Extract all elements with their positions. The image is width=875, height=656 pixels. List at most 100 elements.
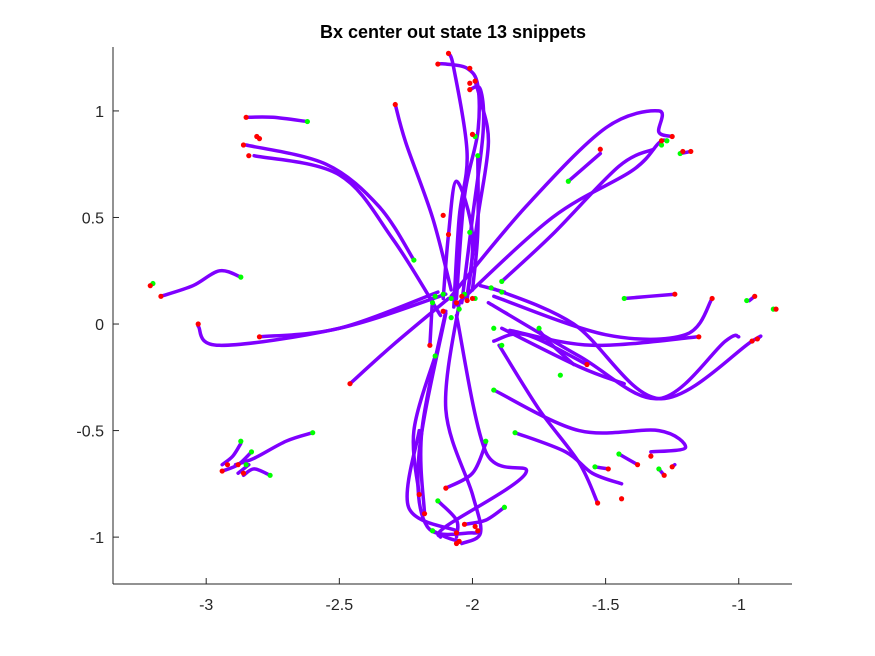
start-point-marker <box>536 325 542 331</box>
y-tick-label: 0.5 <box>82 210 104 227</box>
trajectory-line <box>436 313 529 539</box>
end-point-marker <box>453 530 460 536</box>
trajectory-series <box>148 51 778 546</box>
y-tick-label: 0 <box>95 317 104 334</box>
start-point-marker <box>491 387 497 393</box>
trajectory-line <box>507 328 701 348</box>
end-point-marker <box>347 381 353 387</box>
end-point-marker <box>246 153 252 159</box>
end-point-marker <box>240 142 247 148</box>
x-tick-label: -2.5 <box>326 597 354 614</box>
end-point-marker <box>595 500 601 506</box>
start-point-marker <box>501 504 508 510</box>
end-point-marker <box>467 65 473 71</box>
end-point-marker <box>256 136 263 142</box>
trajectory-line <box>497 343 600 505</box>
end-point-marker <box>467 80 473 86</box>
end-point-marker <box>453 300 460 306</box>
start-point-marker <box>304 118 310 125</box>
start-point-marker <box>432 293 438 299</box>
trajectory-line <box>393 102 453 292</box>
end-point-marker <box>416 491 422 498</box>
start-point-marker <box>238 438 244 444</box>
start-point-marker <box>475 153 481 159</box>
start-point-marker <box>488 285 494 291</box>
end-point-marker <box>773 306 779 312</box>
end-point-marker <box>661 472 667 478</box>
trajectory-line <box>492 294 714 342</box>
trajectory-line <box>443 300 483 546</box>
y-tick-label: -0.5 <box>76 424 104 441</box>
trajectory-line <box>537 328 576 367</box>
x-axis-ticks: -3 -2.5 -2 -1.5 -1 <box>199 578 746 614</box>
trajectory-line <box>348 296 451 386</box>
start-point-marker <box>491 325 497 331</box>
start-point-marker <box>432 353 438 359</box>
trajectory-line <box>405 428 459 533</box>
start-point-marker <box>248 449 255 455</box>
start-point-marker <box>664 138 670 144</box>
end-point-marker <box>256 334 263 340</box>
start-point-marker <box>565 178 571 184</box>
start-point-marker <box>456 306 462 312</box>
trajectory-line <box>241 467 272 478</box>
end-point-marker <box>605 466 611 472</box>
end-point-marker <box>469 295 476 302</box>
end-point-marker <box>195 321 201 327</box>
end-point-marker <box>224 462 231 468</box>
start-point-marker <box>448 315 454 321</box>
trajectory-line <box>486 300 741 401</box>
end-point-marker <box>749 338 755 344</box>
y-tick-label: 1 <box>95 104 104 121</box>
end-point-marker <box>443 485 449 491</box>
end-point-marker <box>696 334 702 340</box>
trajectory-line <box>449 109 674 299</box>
trajectory-markers <box>147 50 779 547</box>
end-point-marker <box>469 131 476 137</box>
start-point-marker <box>440 291 446 297</box>
x-tick-label: -1 <box>732 597 746 614</box>
end-point-marker <box>392 101 398 108</box>
trajectory-line <box>444 441 488 490</box>
end-point-marker <box>240 470 247 476</box>
trajectory-line <box>446 51 469 309</box>
trajectory-line <box>430 528 461 544</box>
trajectory-line <box>617 452 640 467</box>
trajectory-line <box>454 138 669 307</box>
end-point-marker <box>440 308 446 314</box>
end-point-marker <box>472 78 478 84</box>
end-point-marker <box>597 146 603 152</box>
trajectory-line <box>441 179 475 303</box>
trajectory-line <box>244 143 416 262</box>
end-point-marker <box>427 342 433 348</box>
start-point-marker <box>557 372 563 378</box>
trajectory-line <box>500 326 626 386</box>
trajectory-line <box>622 292 677 301</box>
y-tick-label: -1 <box>90 530 104 547</box>
end-point-marker <box>669 464 675 470</box>
start-point-marker <box>592 464 598 470</box>
trajectory-line <box>220 441 243 467</box>
end-point-marker <box>445 50 452 56</box>
start-point-marker <box>656 466 662 472</box>
start-point-marker <box>243 462 249 468</box>
start-point-marker <box>483 438 489 444</box>
start-point-marker <box>429 300 436 306</box>
start-point-marker <box>744 297 750 304</box>
x-tick-label: -3 <box>199 597 213 614</box>
trajectory-line <box>462 505 507 527</box>
trajectory-line <box>470 153 480 292</box>
start-point-marker <box>435 498 441 504</box>
end-point-marker <box>235 462 241 468</box>
end-point-marker <box>688 148 694 155</box>
end-point-marker <box>754 336 760 342</box>
end-point-marker <box>472 523 478 530</box>
end-point-marker <box>618 496 625 502</box>
start-point-marker <box>621 295 627 302</box>
y-axis-ticks: -1 -0.5 0 0.5 1 <box>76 104 119 547</box>
start-point-marker <box>499 278 505 285</box>
plot-area: -3 -2.5 -2 -1.5 -1 -1 -0.5 0 0.5 1 <box>76 47 792 614</box>
start-point-marker <box>616 451 622 457</box>
start-point-marker <box>238 274 244 280</box>
